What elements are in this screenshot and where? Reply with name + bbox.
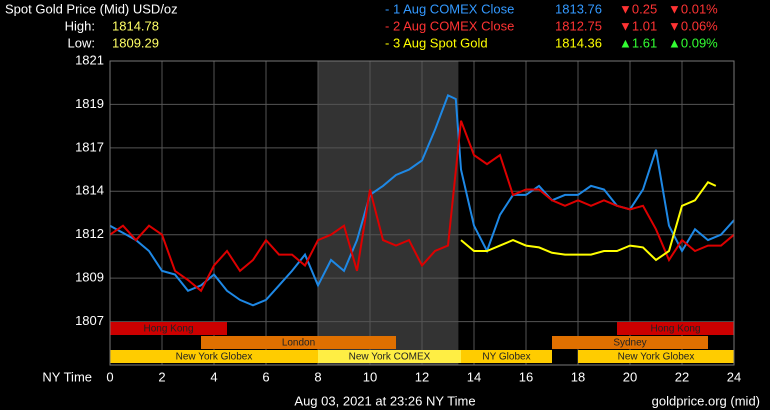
session-bar bbox=[552, 336, 708, 349]
session-label: London bbox=[282, 338, 315, 349]
x-tick-label: 24 bbox=[727, 369, 741, 384]
legend-change: ▲1.61 bbox=[619, 35, 657, 50]
legend-change-pct: ▲0.09% bbox=[668, 35, 718, 50]
plot-border bbox=[109, 60, 735, 366]
legend-change: ▼0.25 bbox=[619, 1, 657, 16]
session-bar bbox=[110, 322, 227, 335]
price-line bbox=[460, 180, 717, 262]
x-tick-label: 12 bbox=[415, 369, 429, 384]
x-axis-label: NY Time bbox=[42, 369, 92, 384]
x-tick-label: 4 bbox=[210, 369, 217, 384]
session-bar bbox=[461, 350, 552, 363]
x-tick-label: 6 bbox=[262, 369, 269, 384]
session-bar bbox=[201, 336, 396, 349]
y-tick-label: 1812 bbox=[75, 226, 104, 241]
x-tick-label: 8 bbox=[314, 369, 321, 384]
x-tick-label: 16 bbox=[519, 369, 533, 384]
legend-change-pct: ▼0.06% bbox=[668, 18, 718, 33]
chart-title: Spot Gold Price (Mid) USD/oz bbox=[5, 1, 178, 16]
session-bar bbox=[110, 350, 318, 363]
footer-date: Aug 03, 2021 at 23:26 NY Time bbox=[294, 393, 475, 408]
x-tick-label: 0 bbox=[106, 369, 113, 384]
legend-close: 1813.76 bbox=[555, 1, 602, 16]
session-label: New York Globex bbox=[618, 352, 695, 363]
legend-change-pct: ▼0.01% bbox=[668, 1, 718, 16]
low-value: 1809.29 bbox=[112, 35, 159, 50]
highlight-region bbox=[318, 61, 459, 365]
x-tick-label: 2 bbox=[158, 369, 165, 384]
session-bar bbox=[578, 350, 734, 363]
y-tick-label: 1807 bbox=[75, 313, 104, 328]
session-bar bbox=[617, 322, 734, 335]
y-tick-label: 1817 bbox=[75, 139, 104, 154]
footer-source: goldprice.org (mid) bbox=[652, 393, 760, 408]
legend-change: ▼1.01 bbox=[619, 18, 657, 33]
session-label: New York COMEX bbox=[349, 352, 431, 363]
legend-name: - 3 Aug Spot Gold bbox=[385, 35, 488, 50]
session-label: Hong Kong bbox=[650, 324, 700, 335]
high-label: High: bbox=[65, 18, 95, 33]
legend-close: 1814.36 bbox=[555, 35, 602, 50]
x-tick-label: 22 bbox=[675, 369, 689, 384]
y-tick-label: 1814 bbox=[75, 183, 104, 198]
y-tick-label: 1821 bbox=[75, 52, 104, 67]
legend-name: - 2 Aug COMEX Close bbox=[385, 18, 514, 33]
price-line bbox=[109, 120, 735, 293]
high-value: 1814.78 bbox=[112, 18, 159, 33]
x-tick-label: 20 bbox=[623, 369, 637, 384]
low-label: Low: bbox=[68, 35, 95, 50]
x-tick-label: 10 bbox=[363, 369, 377, 384]
session-label: Hong Kong bbox=[143, 324, 193, 335]
y-tick-label: 1809 bbox=[75, 270, 104, 285]
legend-name: - 1 Aug COMEX Close bbox=[385, 1, 514, 16]
x-tick-label: 18 bbox=[571, 369, 585, 384]
session-label: New York Globex bbox=[176, 352, 253, 363]
session-bar bbox=[318, 350, 461, 363]
x-tick-label: 14 bbox=[467, 369, 481, 384]
session-label: Sydney bbox=[613, 338, 646, 349]
session-label: NY Globex bbox=[482, 352, 530, 363]
y-tick-label: 1819 bbox=[75, 96, 104, 111]
legend-close: 1812.75 bbox=[555, 18, 602, 33]
